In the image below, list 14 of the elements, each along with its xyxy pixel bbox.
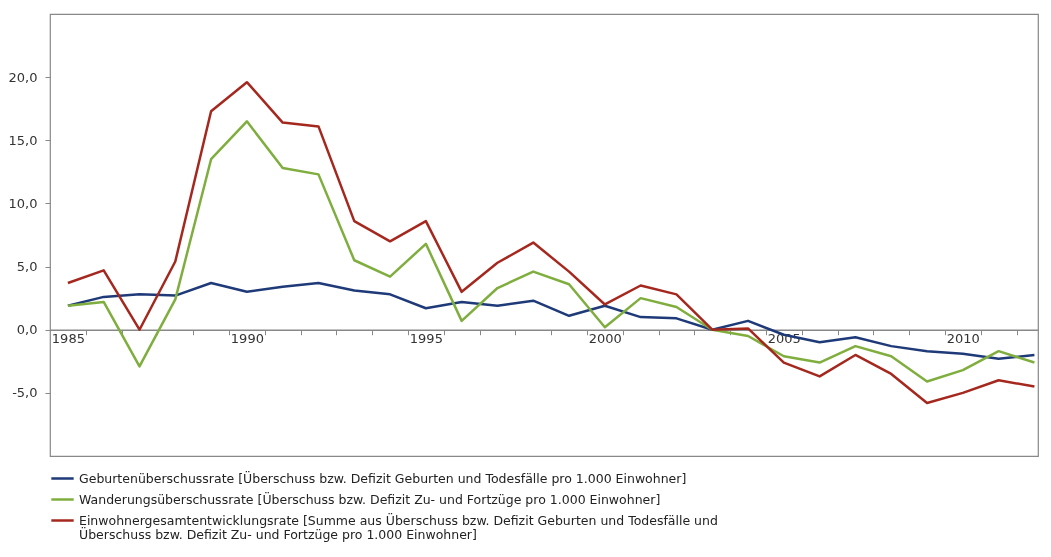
y-tick-label: 0,0	[16, 322, 38, 338]
x-tick-label: 1995	[409, 331, 443, 347]
legend-label: Einwohnergesamtentwicklungsrate [Summe aus Überschuss bzw. Defizit Geburten und Todesfälle und Überschuss bzw. Defizit Zu- und Fortzüge pro 1.000 Einwohner]	[79, 511, 718, 542]
legend-label: Wanderungsüberschussrate [Überschuss bzw. Defizit Zu- und Fortzüge pro 1.000 Einwohner]	[79, 490, 661, 507]
x-tick-label: 1990	[230, 331, 264, 347]
y-tick-label: 5,0	[16, 259, 38, 275]
y-tick-label: 15,0	[8, 132, 38, 148]
y-tick-label: -5,0	[12, 385, 38, 401]
legend-label: Geburtenüberschussrate [Überschuss bzw. Defizit Geburten und Todesfälle pro 1.000 Einwohner]	[79, 469, 687, 486]
x-tick-label: 2010	[946, 331, 980, 347]
x-tick-label: 1985	[51, 331, 85, 347]
y-tick-label: 20,0	[8, 69, 38, 85]
y-tick-label: 10,0	[8, 195, 38, 211]
x-tick-label: 2000	[588, 331, 622, 347]
